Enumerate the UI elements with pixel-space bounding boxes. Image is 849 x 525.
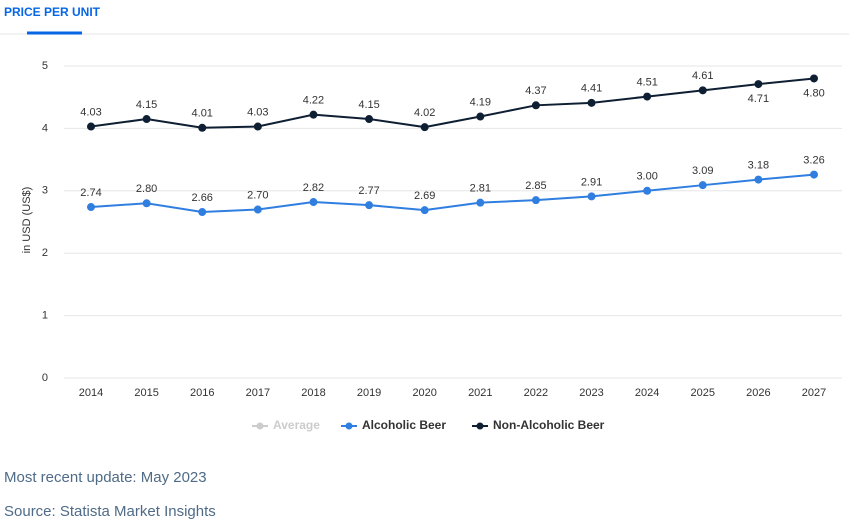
x-tick-label: 2024 xyxy=(635,387,659,399)
legend-swatch-dot[interactable] xyxy=(256,422,264,430)
x-tick-label: 2016 xyxy=(190,387,214,399)
data-label: 2.66 xyxy=(192,192,213,204)
data-label: 2.85 xyxy=(525,180,546,192)
data-point xyxy=(754,175,763,184)
data-label: 4.03 xyxy=(80,106,101,118)
legend-swatch-dot[interactable] xyxy=(476,422,484,430)
data-point xyxy=(420,123,429,132)
data-label: 4.80 xyxy=(803,87,824,99)
x-tick-label: 2023 xyxy=(579,387,603,399)
legend-entry[interactable]: Alcoholic Beer xyxy=(362,418,446,432)
data-label: 2.69 xyxy=(414,190,435,202)
data-point xyxy=(587,192,596,201)
x-tick-label: 2021 xyxy=(468,387,492,399)
data-label: 3.18 xyxy=(748,159,769,171)
data-point xyxy=(698,181,707,190)
x-tick-label: 2027 xyxy=(802,387,826,399)
data-label: 2.70 xyxy=(247,189,268,201)
y-tick-label: 2 xyxy=(42,247,48,259)
data-label: 4.02 xyxy=(414,107,435,119)
data-point xyxy=(198,208,207,217)
data-label: 4.51 xyxy=(636,76,657,88)
data-point xyxy=(754,80,763,89)
data-point xyxy=(531,196,540,205)
data-label: 4.71 xyxy=(748,93,769,105)
data-label: 4.37 xyxy=(525,85,546,97)
data-point xyxy=(253,122,262,131)
data-point xyxy=(698,86,707,95)
data-point xyxy=(476,112,485,121)
data-label: 4.15 xyxy=(358,99,379,111)
data-label: 4.15 xyxy=(136,99,157,111)
x-tick-label: 2015 xyxy=(134,387,158,399)
x-tick-label: 2017 xyxy=(246,387,270,399)
tab-title[interactable]: PRICE PER UNIT xyxy=(4,5,101,19)
data-point xyxy=(810,170,818,179)
series-line xyxy=(90,77,815,129)
y-tick-label: 1 xyxy=(42,310,48,322)
data-label: 2.77 xyxy=(358,185,379,197)
data-point xyxy=(420,206,429,215)
x-tick-label: 2022 xyxy=(524,387,548,399)
data-label: 2.91 xyxy=(581,176,602,188)
data-label: 4.01 xyxy=(192,108,213,120)
data-label: 3.09 xyxy=(692,165,713,177)
data-point xyxy=(587,98,596,107)
y-tick-label: 4 xyxy=(42,122,48,134)
data-point xyxy=(810,74,818,83)
data-point xyxy=(365,201,374,210)
data-label: 4.03 xyxy=(247,106,268,118)
series-line xyxy=(90,173,815,214)
data-label: 2.80 xyxy=(136,183,157,195)
data-point xyxy=(365,115,374,124)
legend-entry[interactable]: Non-Alcoholic Beer xyxy=(493,418,605,432)
data-label: 4.19 xyxy=(470,96,491,108)
x-tick-label: 2014 xyxy=(79,387,103,399)
y-axis-label: in USD (US$) xyxy=(21,187,33,254)
update-note: Most recent update: May 2023 xyxy=(4,469,207,486)
data-point xyxy=(253,205,262,214)
data-point xyxy=(87,122,95,131)
data-point xyxy=(87,203,95,212)
data-point xyxy=(142,115,151,124)
legend-entry[interactable]: Average xyxy=(273,418,320,432)
x-tick-label: 2020 xyxy=(412,387,436,399)
data-point xyxy=(309,110,318,119)
y-tick-label: 5 xyxy=(42,60,48,72)
y-tick-label: 0 xyxy=(42,372,48,384)
data-label: 3.26 xyxy=(803,154,824,166)
data-point xyxy=(309,198,318,207)
data-point xyxy=(142,199,151,208)
data-label: 2.81 xyxy=(470,183,491,195)
data-point xyxy=(476,198,485,207)
data-point xyxy=(198,123,207,132)
data-point xyxy=(643,92,652,101)
data-label: 4.61 xyxy=(692,70,713,82)
data-label: 4.22 xyxy=(303,95,324,107)
legend-swatch-dot[interactable] xyxy=(345,422,353,430)
x-tick-label: 2019 xyxy=(357,387,381,399)
data-label: 2.82 xyxy=(303,182,324,194)
data-label: 2.74 xyxy=(80,187,101,199)
y-tick-label: 3 xyxy=(42,185,48,197)
data-point xyxy=(643,186,652,195)
source-note: Source: Statista Market Insights xyxy=(4,503,216,520)
x-tick-label: 2018 xyxy=(301,387,325,399)
x-tick-label: 2026 xyxy=(746,387,770,399)
data-label: 3.00 xyxy=(636,171,657,183)
x-tick-label: 2025 xyxy=(691,387,715,399)
data-point xyxy=(531,101,540,110)
data-label: 4.41 xyxy=(581,83,602,95)
